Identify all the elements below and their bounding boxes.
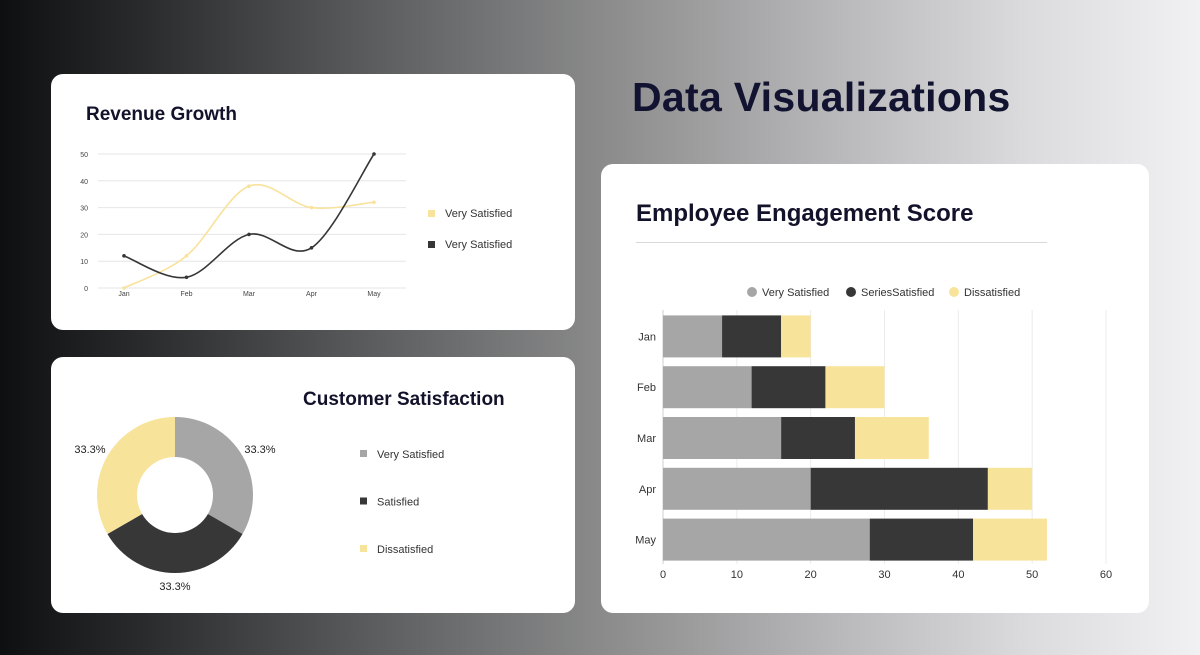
bar-segment: [825, 366, 885, 409]
y-tick-label: 10: [80, 259, 88, 266]
customer-satisfaction-card: Customer Satisfaction 33.3% 33.3% 33.3% Ver…: [51, 357, 575, 613]
legend-label: Very Satisfied: [445, 208, 512, 220]
x-tick-label: 30: [878, 569, 890, 581]
slice-value-label: 33.3%: [159, 581, 190, 593]
legend-swatch: [360, 497, 367, 505]
y-tick-label: May: [635, 535, 656, 547]
x-tick-label: Mar: [243, 291, 256, 298]
bar-segment: [781, 315, 811, 358]
satisfaction-chart-title: Customer Satisfaction: [303, 389, 505, 410]
pie-slice: [97, 417, 175, 534]
legend-label: Dissatisfied: [964, 287, 1020, 299]
y-tick-label: Mar: [637, 433, 656, 445]
satisfaction-donut-chart: 33.3% 33.3% 33.3% Very Satisfied Satisfied Di…: [74, 417, 444, 593]
revenue-growth-card: Revenue Growth 0 10 20 30 40 50 Jan Feb Mar Apr Ma…: [51, 74, 575, 330]
employee-engagement-card: Employee Engagement Score 0 10 20 30 40 50 60 J…: [601, 164, 1149, 613]
revenue-chart-title: Revenue Growth: [86, 104, 237, 125]
legend-swatch: [360, 545, 367, 552]
y-tick-label: Jan: [638, 331, 656, 343]
bar-segment: [663, 518, 870, 561]
legend-swatch: [428, 210, 435, 217]
slice-value-label: 33.3%: [244, 444, 275, 456]
y-tick-label: 40: [80, 179, 88, 186]
bar-segment: [663, 315, 723, 358]
bar-segment: [869, 518, 974, 561]
series-line: [123, 153, 375, 279]
bar-segment: [751, 366, 826, 409]
x-tick-label: 40: [952, 569, 964, 581]
bar-segment: [973, 518, 1047, 561]
y-tick-label: 50: [80, 152, 88, 159]
legend-marker: [747, 287, 757, 297]
data-point: [372, 152, 376, 156]
x-tick-label: 60: [1100, 569, 1112, 581]
legend-marker: [846, 287, 856, 297]
data-point: [309, 205, 314, 210]
pie-slice: [175, 417, 253, 534]
data-point: [122, 254, 126, 258]
engagement-chart-title: Employee Engagement Score: [636, 200, 974, 227]
y-tick-label: 20: [80, 232, 88, 239]
bar-segment: [987, 467, 1033, 510]
data-point: [184, 275, 189, 280]
page-title: Data Visualizations: [632, 74, 1011, 120]
data-point: [122, 286, 126, 290]
bar-segment: [663, 366, 752, 409]
legend-label: Very Satisfied: [445, 239, 512, 251]
x-tick-label: 10: [731, 569, 743, 581]
x-tick-label: May: [367, 291, 381, 298]
bar-segment: [722, 315, 782, 358]
x-tick-label: Feb: [180, 291, 192, 298]
bar-segment: [810, 467, 988, 510]
y-tick-label: Feb: [637, 382, 656, 394]
revenue-line-chart: 0 10 20 30 40 50 Jan Feb Mar Apr May Very Satisfied…: [80, 152, 512, 298]
legend-swatch: [360, 450, 367, 457]
legend-label: Satisfied: [377, 497, 419, 509]
legend-label: Very Satisfied: [762, 287, 829, 299]
slice-value-label: 33.3%: [74, 444, 105, 456]
series-line: [123, 183, 375, 289]
data-point: [372, 200, 376, 205]
y-tick-label: 30: [80, 206, 88, 213]
data-point: [309, 246, 314, 250]
y-tick-label: Apr: [639, 484, 656, 496]
title-divider: [636, 242, 1047, 243]
pie-slice: [107, 514, 243, 573]
legend-label: Very Satisfied: [377, 449, 444, 461]
bar-segment: [854, 417, 929, 459]
legend-swatch: [428, 241, 435, 248]
bar-segment: [663, 417, 782, 459]
engagement-bar-chart: 0 10 20 30 40 50 60 Jan Feb Mar Apr May Very Satisfi…: [635, 287, 1112, 581]
legend-marker: [949, 287, 959, 297]
data-point: [247, 184, 251, 188]
x-tick-label: 20: [805, 569, 817, 581]
bar-segment: [781, 417, 855, 459]
x-tick-label: Apr: [306, 291, 318, 298]
legend-label: Dissatisfied: [377, 544, 433, 556]
x-tick-label: 0: [660, 569, 666, 581]
y-tick-label: 0: [84, 286, 88, 293]
legend-label: SeriesSatisfied: [861, 287, 934, 299]
data-point: [247, 232, 251, 237]
x-tick-label: 50: [1026, 569, 1038, 581]
bar-segment: [663, 467, 811, 510]
x-tick-label: Jan: [118, 291, 129, 298]
data-point: [184, 254, 189, 258]
